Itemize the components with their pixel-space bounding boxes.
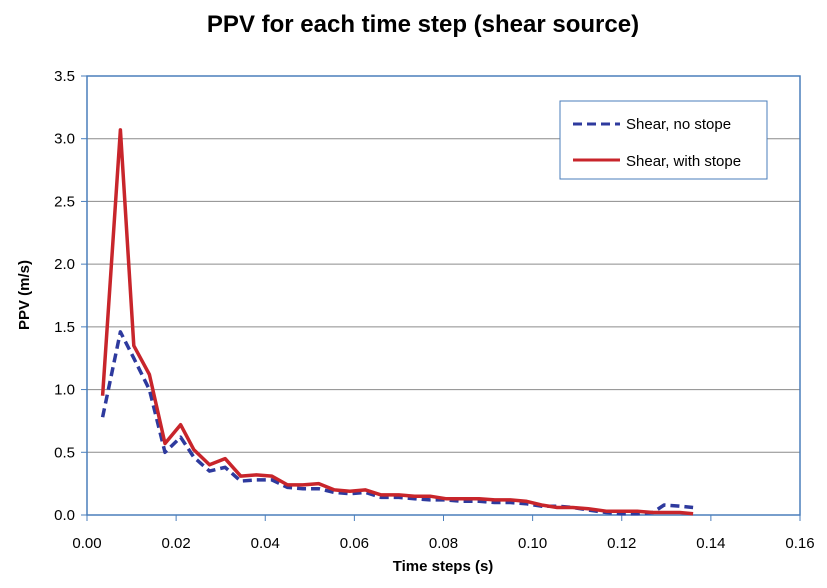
y-tick-label: 3.0	[54, 131, 75, 148]
x-axis-label: Time steps (s)	[393, 558, 494, 575]
chart-title: PPV for each time step (shear source)	[207, 11, 639, 38]
series-line-no-stope	[100, 330, 694, 516]
y-axis-ticks: 0.0 0.5 1.0 1.5 2.0 2.5 3.0 3.5	[54, 68, 87, 524]
series-layer	[100, 128, 694, 516]
x-tick-label: 0.04	[251, 535, 280, 552]
y-tick-label: 1.0	[54, 382, 75, 399]
x-tick-label: 0.08	[429, 535, 458, 552]
y-tick-label: 2.5	[54, 193, 75, 210]
legend-label-with-stope: Shear, with stope	[626, 153, 741, 170]
legend-label-no-stope: Shear, no stope	[626, 116, 731, 133]
x-tick-label: 0.12	[607, 535, 636, 552]
y-tick-label: 0.0	[54, 507, 75, 524]
x-tick-label: 0.16	[785, 535, 814, 552]
y-axis-label: PPV (m/s)	[16, 260, 33, 330]
legend-box	[559, 100, 768, 180]
y-tick-label: 0.5	[54, 444, 75, 461]
x-tick-label: 0.10	[518, 535, 547, 552]
x-tick-label: 0.00	[72, 535, 101, 552]
x-tick-label: 0.06	[340, 535, 369, 552]
legend: Shear, no stope Shear, with stope	[559, 100, 768, 180]
y-tick-label: 1.5	[54, 319, 75, 336]
y-tick-label: 2.0	[54, 256, 75, 273]
gridlines	[87, 138, 800, 453]
series-line-with-stope	[100, 128, 694, 516]
x-axis-ticks: 0.00 0.02 0.04 0.06 0.08 0.10 0.12 0.14 0.16	[72, 515, 815, 552]
x-tick-label: 0.14	[696, 535, 725, 552]
y-tick-label: 3.5	[54, 68, 75, 85]
x-tick-label: 0.02	[162, 535, 191, 552]
